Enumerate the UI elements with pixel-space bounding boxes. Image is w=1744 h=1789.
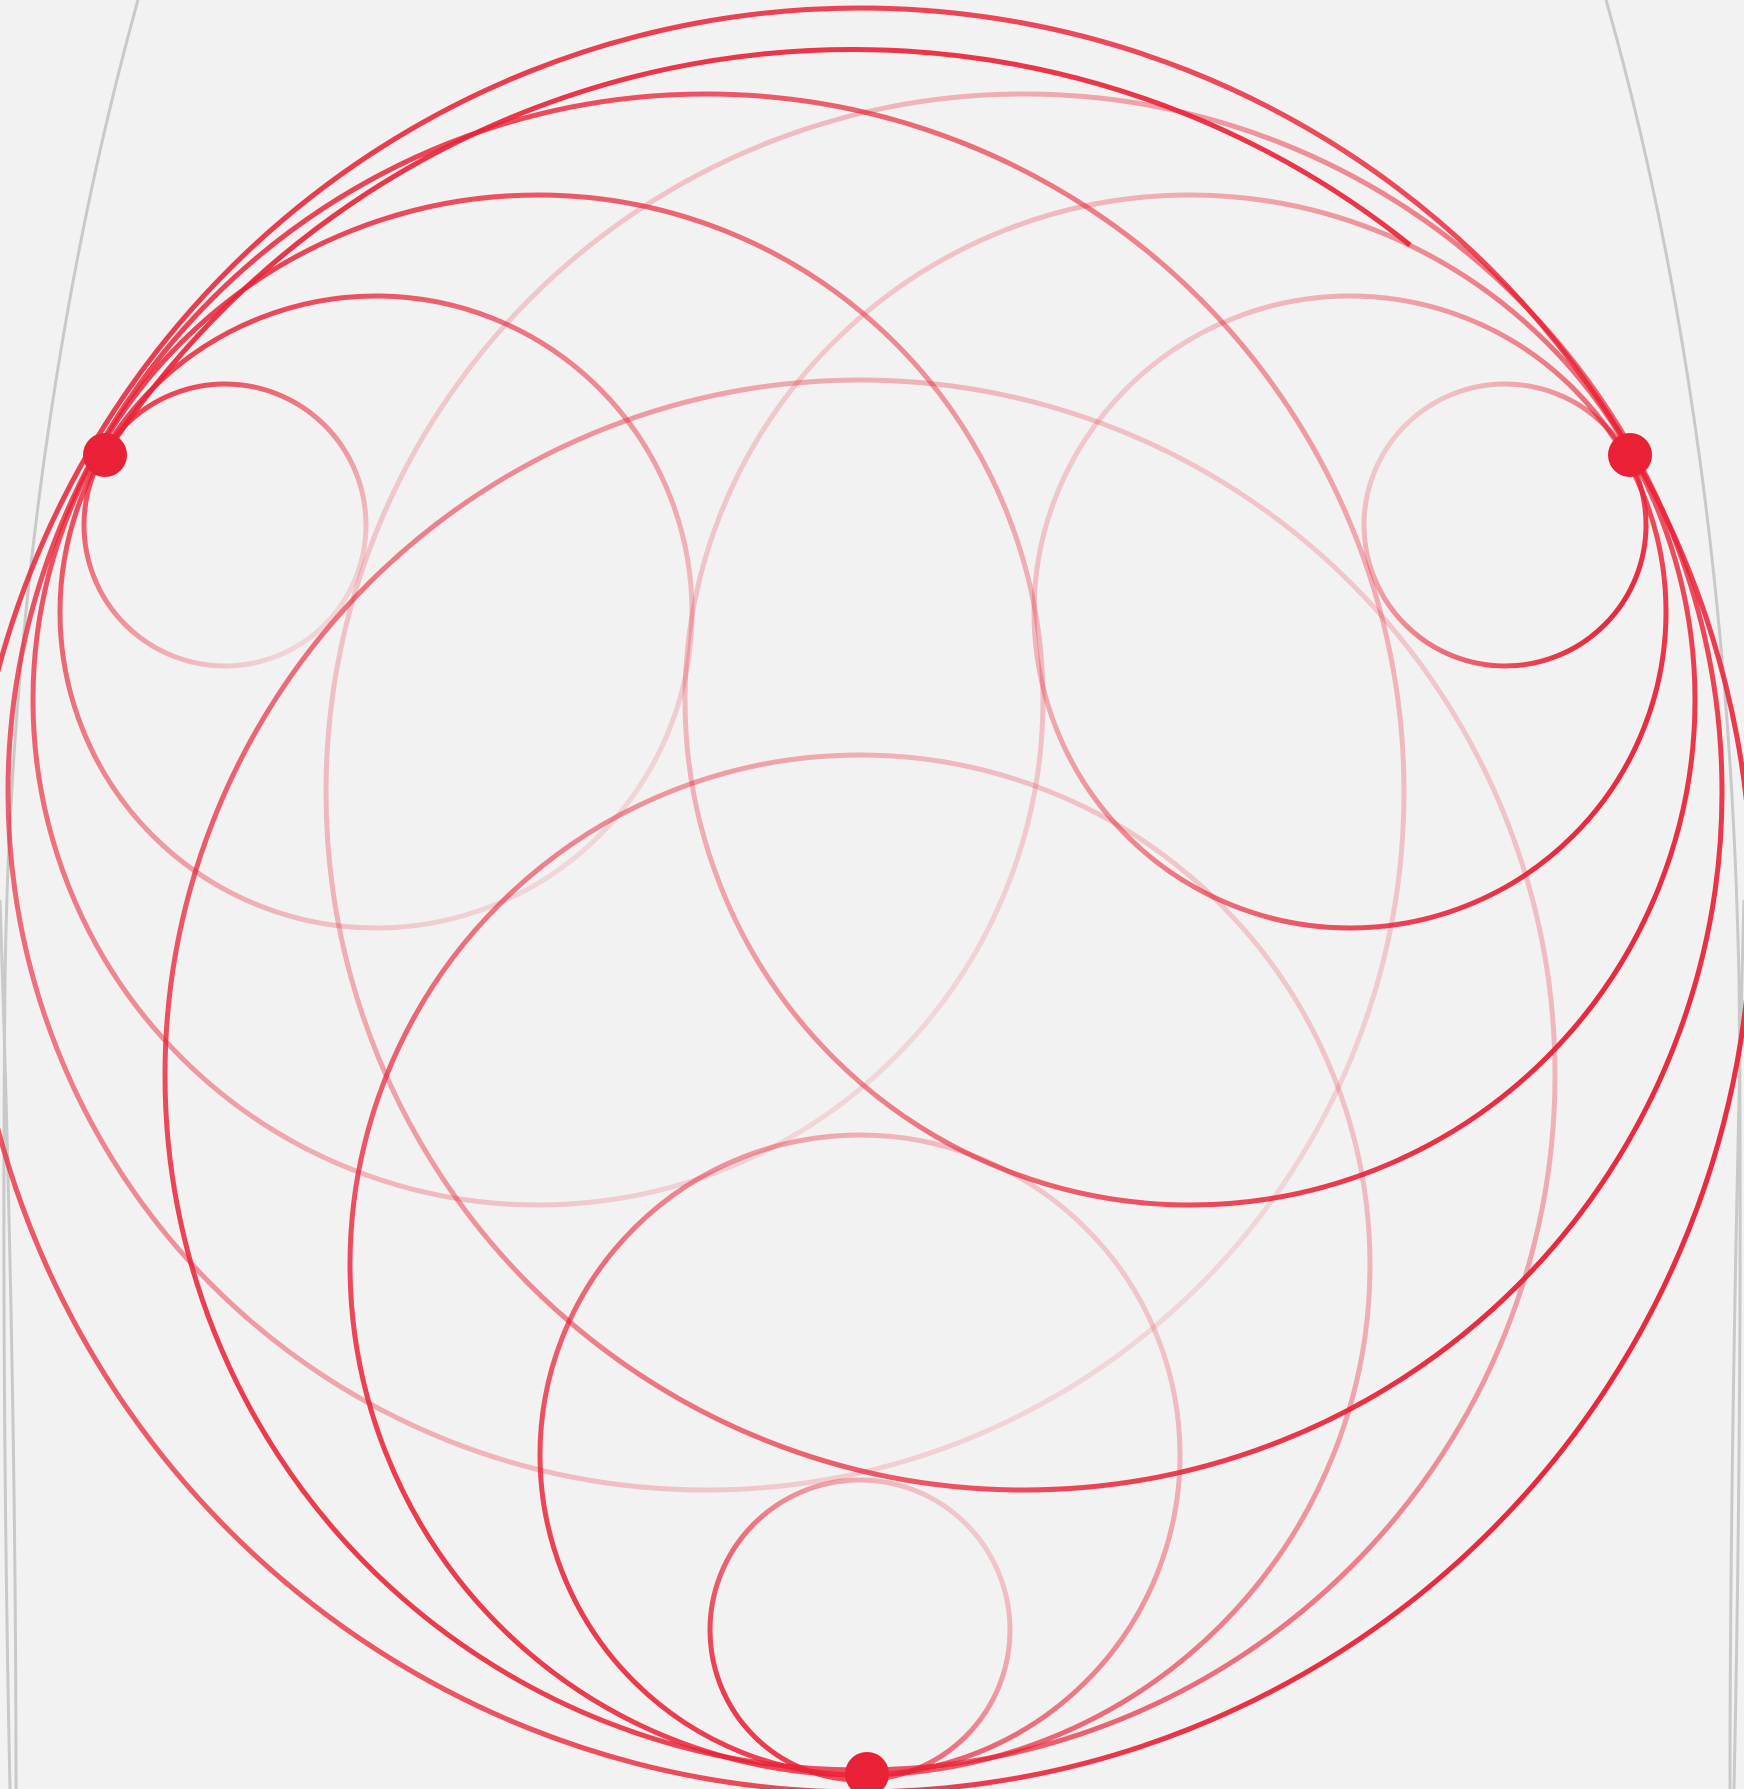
left-circle-5 (0, 5, 1744, 1789)
guide-curve-3 (1604, 0, 1742, 1789)
right-circle-1 (1361, 381, 1649, 669)
right-circle-2 (1031, 293, 1669, 931)
left-arc-overlay (102, 46, 1412, 457)
guide-curve-1 (2, 0, 140, 1789)
left-circle-1 (81, 381, 369, 669)
right-circle-4 (323, 91, 1725, 1493)
bottom-circle-1 (707, 1477, 1013, 1783)
left-anchor-dot (83, 433, 127, 477)
bottom-circle-2 (537, 1132, 1183, 1778)
anchor-dots (83, 433, 1652, 1789)
right-circle-3 (682, 192, 1698, 1208)
right-circle-family (323, 91, 1725, 1493)
left-circle-4 (5, 91, 1407, 1493)
left-circle-2 (57, 293, 695, 931)
guide-curve-2 (0, 899, 18, 1789)
left-circle-3 (30, 192, 1046, 1208)
bottom-anchor-dot (845, 1752, 889, 1789)
right-anchor-dot (1608, 433, 1652, 477)
